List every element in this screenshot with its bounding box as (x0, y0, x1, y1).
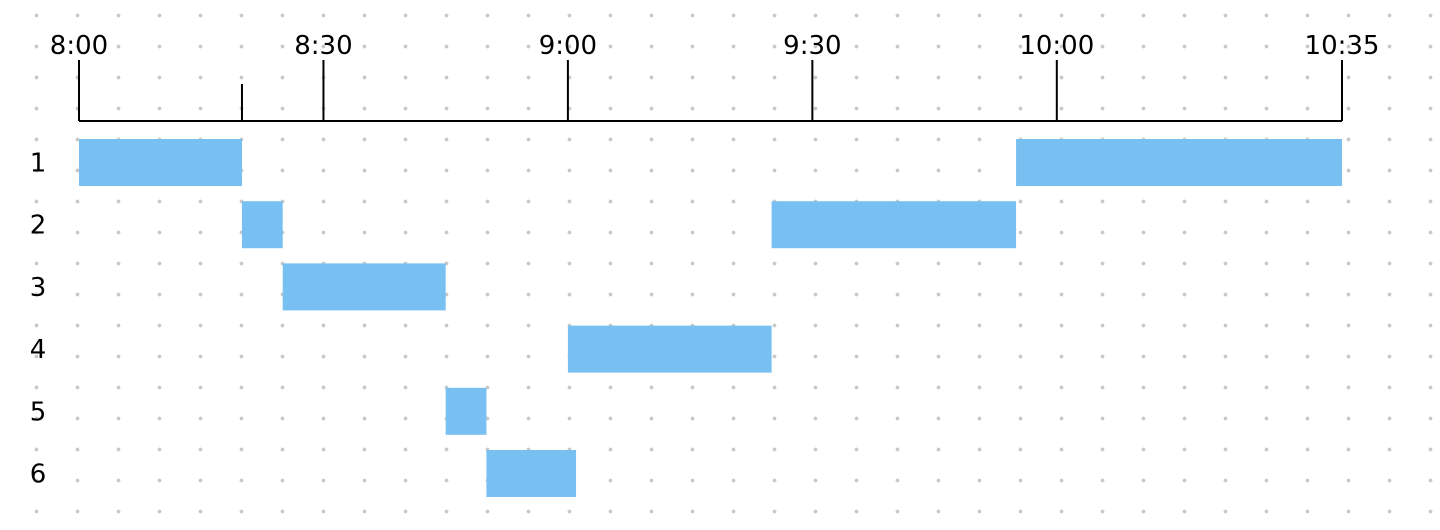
row-labels: 1 2 3 4 5 6 (30, 149, 47, 490)
gantt-bar (282, 263, 446, 311)
row-label: 4 (30, 335, 47, 365)
row-label: 3 (30, 273, 47, 303)
tick-label: 10:35 (1305, 31, 1380, 61)
tick-label: 9:00 (539, 31, 597, 61)
row-label: 6 (30, 460, 47, 490)
tick-label: 8:00 (50, 31, 108, 61)
gantt-bar (567, 325, 772, 373)
tick-label: 10:00 (1019, 31, 1094, 61)
row-label: 2 (30, 211, 47, 241)
gantt-bar (241, 201, 283, 249)
gantt-bar (486, 450, 577, 497)
tick-label: 8:30 (294, 31, 352, 61)
gantt-bar (79, 139, 242, 186)
tick-label: 9:30 (783, 31, 841, 61)
gantt-bar (771, 201, 1017, 249)
gantt-bar (1016, 139, 1342, 186)
gantt-bars (79, 139, 1342, 497)
row-label: 1 (30, 149, 47, 179)
row-label: 5 (30, 397, 47, 427)
gantt-bar (445, 387, 487, 435)
time-axis: 8:00 8:30 9:00 9:30 10:00 10:35 (50, 31, 1380, 122)
